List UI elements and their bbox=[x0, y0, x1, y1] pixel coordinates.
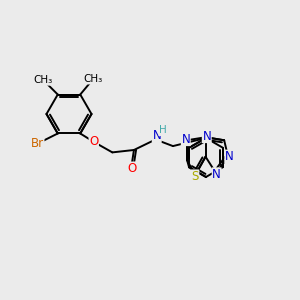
Text: H: H bbox=[159, 125, 167, 136]
Text: N: N bbox=[202, 130, 211, 142]
Text: N: N bbox=[182, 133, 190, 146]
Text: N: N bbox=[225, 150, 234, 163]
Text: O: O bbox=[89, 135, 98, 148]
Text: N: N bbox=[152, 129, 161, 142]
Text: Br: Br bbox=[31, 136, 44, 150]
Text: CH₃: CH₃ bbox=[34, 75, 53, 85]
Text: N: N bbox=[212, 168, 221, 181]
Text: O: O bbox=[127, 162, 136, 175]
Text: S: S bbox=[191, 170, 199, 183]
Text: CH₃: CH₃ bbox=[83, 74, 103, 84]
